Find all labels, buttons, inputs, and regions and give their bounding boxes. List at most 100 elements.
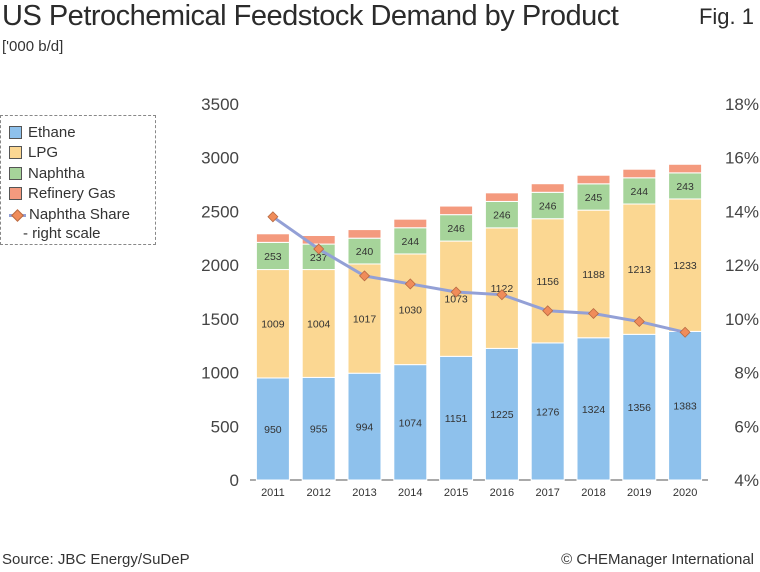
- y-tick-label: 500: [211, 417, 239, 436]
- x-tick-label: 2011: [261, 487, 285, 499]
- y-tick-label: 1000: [201, 364, 239, 383]
- x-tick-label: 2017: [535, 487, 559, 499]
- y2-tick-label: 18%: [725, 95, 759, 114]
- bar-segment: [347, 229, 382, 239]
- bar-segment: [255, 269, 290, 379]
- bar-segment: [576, 337, 611, 481]
- bar-data-label: 246: [493, 210, 511, 222]
- bar-data-label: 1017: [353, 314, 377, 326]
- y-tick-label: 2000: [201, 256, 239, 275]
- naphtha-share-marker: [358, 270, 371, 282]
- copyright-note: © CHEManager International: [561, 551, 754, 568]
- legend-swatch-naphtha: [9, 166, 22, 180]
- bar-segment: [347, 372, 382, 481]
- naphtha-share-marker: [267, 211, 279, 223]
- bar-segment: [439, 240, 474, 357]
- chart-title: US Petrochemical Feedstock Demand by Pro…: [2, 0, 619, 32]
- bar-data-label: 955: [310, 424, 328, 436]
- legend-label-naphtha: Naphtha: [28, 164, 85, 182]
- naphtha-share-marker: [313, 243, 325, 255]
- legend-item-ethane: Ethane: [9, 122, 155, 143]
- y2-tick-label: 4%: [734, 471, 759, 490]
- bar-segment: [484, 347, 519, 481]
- legend-swatch-refinery-gas: [9, 187, 22, 201]
- bar-data-label: 1383: [673, 401, 697, 413]
- y2-tick-label: 10%: [725, 310, 759, 329]
- bar-data-label: 1356: [628, 402, 652, 414]
- source-note: Source: JBC Energy/SuDeP: [2, 551, 190, 568]
- bar-data-label: 244: [631, 186, 649, 198]
- bar-segment: [668, 172, 703, 200]
- bar-data-label: 1030: [399, 304, 423, 316]
- x-tick-label: 2014: [398, 487, 422, 499]
- naphtha-share-marker: [542, 305, 554, 317]
- bar-data-label: 1073: [444, 294, 468, 306]
- bar-segment: [668, 330, 703, 481]
- x-tick-label: 2016: [490, 487, 514, 499]
- bar-data-label: 240: [356, 246, 374, 258]
- x-tick-label: 2019: [627, 487, 651, 499]
- y-tick-label: 1500: [201, 310, 239, 329]
- bar-data-label: 253: [264, 251, 282, 263]
- bar-segment: [439, 205, 474, 216]
- bar-data-label: 1233: [673, 260, 697, 272]
- bar-segment: [347, 263, 382, 374]
- y2-tick-label: 6%: [734, 417, 759, 436]
- bar-segment: [393, 364, 428, 481]
- bar-segment: [576, 174, 611, 185]
- x-tick-label: 2018: [581, 487, 605, 499]
- bar-data-label: 1151: [445, 413, 468, 425]
- naphtha-share-marker: [496, 289, 508, 301]
- legend-item-naphtha: Naphtha: [9, 163, 155, 184]
- bar-data-label: 237: [310, 252, 328, 264]
- bar-segment: [668, 163, 703, 174]
- naphtha-share-line: [272, 215, 686, 334]
- naphtha-share-marker: [679, 326, 691, 338]
- legend-label-naphtha-share: Naphtha Share: [29, 205, 130, 223]
- legend-sublabel: - right scale: [23, 224, 101, 242]
- y2-tick-label: 14%: [725, 202, 759, 221]
- bar-segment: [622, 168, 657, 179]
- legend-item-lpg: LPG: [9, 143, 155, 164]
- bar-segment: [622, 203, 657, 335]
- x-tick-label: 2012: [306, 487, 330, 499]
- bar-data-label: 246: [447, 223, 465, 235]
- bar-data-label: 244: [402, 236, 420, 248]
- y-tick-label: 3500: [201, 95, 239, 114]
- bar-data-label: 1276: [536, 406, 560, 418]
- y-tick-label: 2500: [201, 202, 239, 221]
- y2-tick-label: 12%: [725, 256, 759, 275]
- bar-data-label: 246: [539, 201, 557, 213]
- bar-data-label: 994: [356, 422, 374, 434]
- legend-swatch-lpg: [9, 146, 22, 160]
- x-tick-label: 2015: [444, 487, 468, 499]
- bar-segment: [622, 333, 657, 481]
- bar-segment: [255, 241, 290, 271]
- bar-data-label: 1188: [582, 269, 605, 281]
- bar-segment: [439, 355, 474, 481]
- bar-data-label: 950: [264, 424, 282, 436]
- bar-segment: [530, 342, 565, 481]
- bar-segment: [668, 198, 703, 332]
- bar-data-label: 1213: [628, 264, 652, 276]
- x-tick-label: 2013: [352, 487, 376, 499]
- bar-segment: [393, 218, 428, 229]
- legend: Ethane LPG Naphtha Refinery Gas Naphtha …: [0, 115, 156, 245]
- naphtha-share-marker: [633, 316, 645, 328]
- figure-label: Fig. 1: [698, 4, 754, 29]
- legend-label-lpg: LPG: [28, 144, 59, 162]
- bar-data-label: 1074: [399, 417, 423, 429]
- legend-item-refinery-gas: Refinery Gas: [9, 184, 155, 205]
- y-tick-label: 0: [230, 471, 239, 490]
- bar-data-label: 1324: [582, 404, 606, 416]
- bar-data-label: 1004: [307, 318, 331, 330]
- bar-data-label: 1009: [261, 319, 285, 331]
- bar-segment: [576, 183, 611, 211]
- bar-segment: [255, 377, 290, 481]
- legend-line-marker-icon: [9, 208, 26, 221]
- bar-segment: [439, 214, 474, 242]
- y2-tick-label: 16%: [725, 149, 759, 168]
- bar-segment: [255, 233, 290, 243]
- legend-item-naphtha-share: Naphtha Share: [9, 204, 155, 225]
